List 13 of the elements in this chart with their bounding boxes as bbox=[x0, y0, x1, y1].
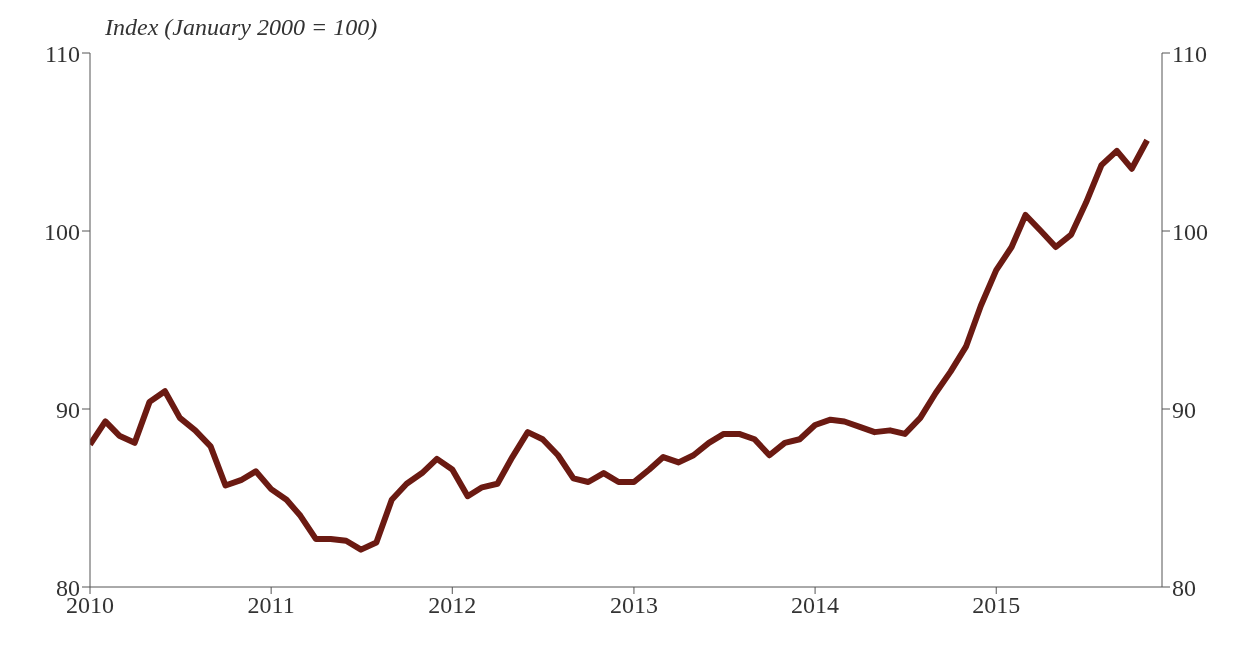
y-tick-label: 100 bbox=[44, 218, 80, 245]
y2-tick-label: 80 bbox=[1172, 574, 1196, 601]
x-tick-label: 2014 bbox=[791, 592, 840, 619]
y-tick-label: 90 bbox=[56, 396, 80, 423]
x-tick-label: 2013 bbox=[609, 592, 658, 619]
y2-tick-label: 110 bbox=[1172, 40, 1208, 67]
x-tick-label: 2015 bbox=[972, 592, 1021, 619]
y2-tick-label: 90 bbox=[1172, 396, 1196, 423]
x-tick-label: 2011 bbox=[247, 592, 295, 619]
y-tick-label: 110 bbox=[44, 40, 80, 67]
y-axis-title: Index (January 2000 = 100) bbox=[105, 14, 378, 41]
y2-tick-label: 100 bbox=[1172, 218, 1208, 245]
x-tick-label: 2012 bbox=[428, 592, 477, 619]
